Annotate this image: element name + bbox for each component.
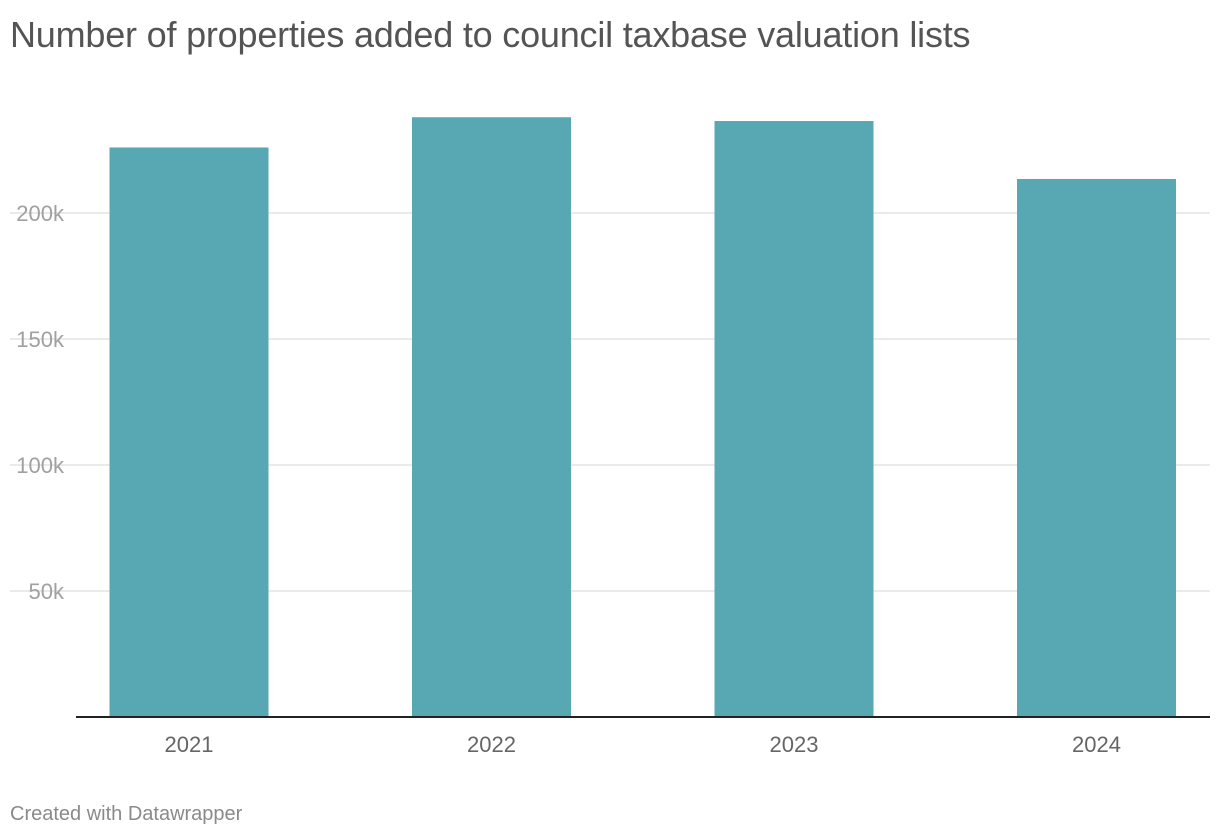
x-tick-label: 2023 [770, 732, 819, 757]
x-axis-ticks: 2021 2022 2023 2024 [165, 732, 1121, 757]
bar-2022 [412, 117, 571, 718]
y-tick-label: 200k [16, 201, 65, 226]
y-tick-label: 150k [16, 327, 65, 352]
chart-title: Number of properties added to council ta… [10, 14, 971, 55]
y-tick-label: 50k [29, 579, 65, 604]
x-tick-label: 2022 [467, 732, 516, 757]
credit-text: Created with Datawrapper [10, 803, 243, 825]
bar-2021 [109, 147, 269, 718]
y-axis-ticks: 50k 100k 150k 200k [16, 201, 65, 604]
x-tick-label: 2021 [165, 732, 214, 757]
bar-2024 [1017, 178, 1176, 718]
bar-2023 [714, 121, 874, 717]
x-tick-label: 2024 [1072, 732, 1121, 757]
y-tick-label: 100k [16, 453, 65, 478]
bars [109, 117, 1176, 718]
chart-area: 50k 100k 150k 200k 2021 2022 2023 2024 [10, 117, 1210, 757]
